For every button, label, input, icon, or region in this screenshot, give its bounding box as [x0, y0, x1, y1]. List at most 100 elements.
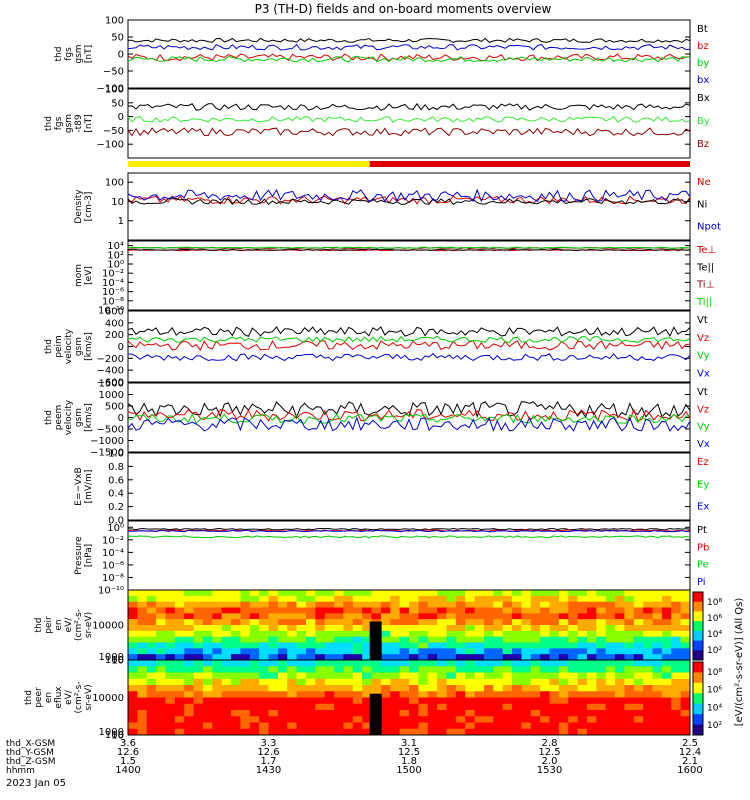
heatmap-cell: [240, 630, 251, 638]
heatmap-cell: [549, 636, 560, 643]
heatmap-cell: [549, 619, 560, 626]
heatmap-cell: [502, 648, 513, 655]
heatmap-cell: [165, 678, 176, 686]
heatmap-cell: [362, 654, 373, 661]
heatmap-cell: [137, 722, 148, 730]
heatmap-cell: [249, 630, 260, 638]
heatmap-cell: [455, 590, 466, 597]
heatmap-cell: [399, 722, 410, 730]
y-tick-label: 1000: [99, 727, 124, 738]
heatmap-cell: [277, 697, 288, 705]
series-by: [127, 55, 691, 63]
heatmap-cell: [652, 678, 663, 686]
heatmap-cell: [643, 601, 654, 608]
heatmap-cell: [380, 697, 391, 705]
xaxis-row-label: thd_X-GSM: [6, 739, 55, 749]
y-tick-label: 10⁻²: [102, 535, 124, 546]
legend-pe: Pe: [697, 560, 709, 571]
heatmap-cell: [193, 710, 204, 717]
heatmap-cell: [409, 678, 419, 686]
heatmap-cell: [521, 685, 532, 692]
heatmap-cell: [212, 630, 223, 638]
y-tick-label: −50: [103, 67, 124, 78]
heatmap-cell: [549, 666, 560, 673]
heatmap-cell: [521, 672, 532, 680]
heatmap-cell: [493, 691, 504, 698]
heatmap-cell: [146, 716, 157, 723]
heatmap-cell: [221, 703, 232, 711]
heatmap-cell: [586, 666, 597, 673]
heatmap-cell: [259, 625, 269, 632]
heatmap-cell: [193, 636, 204, 643]
heatmap-cell: [624, 601, 635, 608]
heatmap-cell: [165, 625, 176, 632]
heatmap-cell: [137, 601, 148, 608]
heatmap-cell: [305, 685, 316, 692]
heatmap-cell: [680, 722, 691, 730]
heatmap-cell: [652, 710, 663, 717]
heatmap-cell: [287, 685, 298, 692]
heatmap-cell: [661, 672, 672, 680]
heatmap-cell: [474, 660, 485, 667]
heatmap-cell: [549, 697, 560, 705]
ylabel-line: en: [44, 692, 54, 703]
heatmap-cell: [324, 703, 335, 711]
heatmap-cell: [128, 636, 138, 643]
heatmap-cell: [465, 697, 476, 705]
heatmap-cell: [465, 678, 476, 686]
heatmap-cell: [652, 685, 663, 692]
heatmap-cell: [437, 672, 447, 680]
heatmap-cell: [352, 716, 363, 723]
heatmap-cell: [680, 648, 691, 655]
heatmap-cell: [652, 716, 663, 723]
heatmap-cell: [390, 703, 401, 711]
heatmap-cell: [568, 678, 579, 686]
heatmap-cell: [174, 619, 185, 626]
series-pe: [127, 535, 691, 539]
heatmap-cell: [231, 590, 241, 597]
heatmap-cell: [193, 716, 204, 723]
heatmap-cell: [568, 613, 579, 620]
heatmap-cell: [418, 703, 429, 711]
heatmap-cell: [277, 630, 288, 638]
y-tick-label: 10: [111, 730, 124, 741]
heatmap-cell: [455, 660, 466, 667]
heatmap-cell: [315, 691, 326, 698]
heatmap-cell: [296, 590, 307, 597]
heatmap-cell: [446, 601, 457, 608]
heatmap-cell: [615, 642, 625, 649]
legend-ni: Ni: [697, 199, 707, 210]
heatmap-cell: [624, 613, 635, 620]
heatmap-cell: [259, 642, 269, 649]
heatmap-cell: [334, 607, 344, 614]
heatmap-cell: [296, 601, 307, 608]
heatmap-cell: [427, 642, 438, 649]
heatmap-cell: [680, 728, 691, 736]
heatmap-cell: [455, 691, 466, 698]
heatmap-cell: [231, 654, 241, 661]
heatmap-cell: [287, 648, 298, 655]
heatmap-cell: [146, 728, 157, 736]
heatmap-cell: [315, 666, 326, 673]
heatmap-cell: [671, 590, 682, 597]
heatmap-cell: [652, 703, 663, 711]
heatmap-cell: [633, 613, 644, 620]
heatmap-cell: [202, 678, 213, 686]
heatmap-cell: [156, 636, 166, 643]
heatmap-cell: [671, 722, 682, 730]
heatmap-cell: [483, 619, 494, 626]
heatmap-cell: [455, 595, 466, 603]
heatmap-cell: [277, 660, 288, 667]
legend-pb: Pb: [697, 542, 709, 553]
heatmap-cell: [193, 601, 204, 608]
y-tick-label: 0: [118, 342, 124, 353]
heatmap-cell: [512, 678, 522, 686]
heatmap-cell: [390, 636, 401, 643]
heatmap-cell: [680, 607, 691, 614]
heatmap-cell: [624, 672, 635, 680]
heatmap-cell: [193, 648, 204, 655]
heatmap-cell: [455, 636, 466, 643]
heatmap-cell: [502, 636, 513, 643]
heatmap-cell: [390, 728, 401, 736]
